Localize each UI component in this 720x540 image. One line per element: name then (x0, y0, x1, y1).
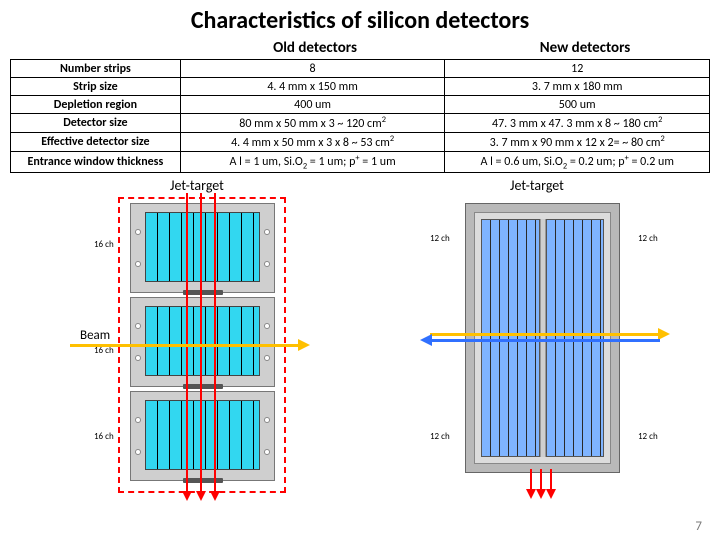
row-new-value: 12 (445, 60, 710, 78)
table-row: Effective detector size4. 4 mm x 50 mm x… (11, 133, 710, 152)
jet-arrow-new (530, 469, 532, 491)
row-old-value: 400 um (180, 96, 445, 114)
row-old-value: A l = 1 um, Si.O2 = 1 um; p+ = 1 um (180, 152, 445, 173)
table-row: Strip size4. 4 mm x 150 mm3. 7 mm x 180 … (11, 78, 710, 96)
row-old-value: 80 mm x 50 mm x 3 ~ 120 cm2 (180, 114, 445, 133)
row-old-value: 8 (180, 60, 445, 78)
col-old: Old detectors (180, 39, 450, 57)
row-label: Strip size (11, 78, 181, 96)
table-row: Entrance window thicknessA l = 1 um, Si.… (11, 152, 710, 173)
beam-arrow-new (430, 333, 660, 336)
page-title: Characteristics of silicon detectors (0, 0, 720, 35)
ch-label-new: 12 ch (430, 233, 450, 244)
row-new-value: 3. 7 mm x 90 mm x 12 x 2= ~ 80 cm2 (445, 133, 710, 152)
row-new-value: 3. 7 mm x 180 mm (445, 78, 710, 96)
row-label: Effective detector size (11, 133, 181, 152)
row-new-value: A l = 0.6 um, Si.O2 = 0.2 um; p+ = 0.2 u… (445, 152, 710, 173)
ch-label-old: 16 ch (94, 431, 114, 442)
table-row: Detector size80 mm x 50 mm x 3 ~ 120 cm2… (11, 114, 710, 133)
table-row: Number strips812 (11, 60, 710, 78)
ch-label-new: 12 ch (638, 233, 658, 244)
jet-arrow-new (540, 469, 542, 491)
new-detector (465, 203, 620, 473)
row-label: Entrance window thickness (11, 152, 181, 173)
ch-label-new: 12 ch (638, 431, 658, 442)
column-headers: Old detectors New detectors (0, 39, 720, 57)
new-half (481, 219, 540, 457)
ch-label-old: 16 ch (94, 239, 114, 250)
jet-label-old: Jet-target (170, 177, 224, 194)
jet-arrow-new (550, 469, 552, 491)
col-new: New detectors (450, 39, 720, 57)
jet-arrow-old (200, 193, 202, 493)
row-label: Number strips (11, 60, 181, 78)
table-row: Depletion region400 um500 um (11, 96, 710, 114)
row-old-value: 4. 4 mm x 150 mm (180, 78, 445, 96)
row-new-value: 47. 3 mm x 47. 3 mm x 8 ~ 180 cm2 (445, 114, 710, 133)
slide-number: 7 (695, 519, 702, 534)
row-label: Depletion region (11, 96, 181, 114)
row-new-value: 500 um (445, 96, 710, 114)
beam-label: Beam (80, 328, 110, 343)
return-arrow-new (430, 339, 660, 342)
row-label: Detector size (11, 114, 181, 133)
jet-arrow-old (186, 193, 188, 493)
jet-arrow-old (214, 193, 216, 493)
row-old-value: 4. 4 mm x 50 mm x 3 x 8 ~ 53 cm2 (180, 133, 445, 152)
new-half (546, 219, 605, 457)
diagram-area: Jet-target Jet-target 16 ch 16 ch 16 ch … (10, 173, 710, 503)
spec-table: Number strips812Strip size4. 4 mm x 150 … (10, 59, 710, 173)
jet-label-new: Jet-target (510, 177, 564, 194)
ch-label-new: 12 ch (430, 431, 450, 442)
beam-arrow (70, 344, 300, 347)
